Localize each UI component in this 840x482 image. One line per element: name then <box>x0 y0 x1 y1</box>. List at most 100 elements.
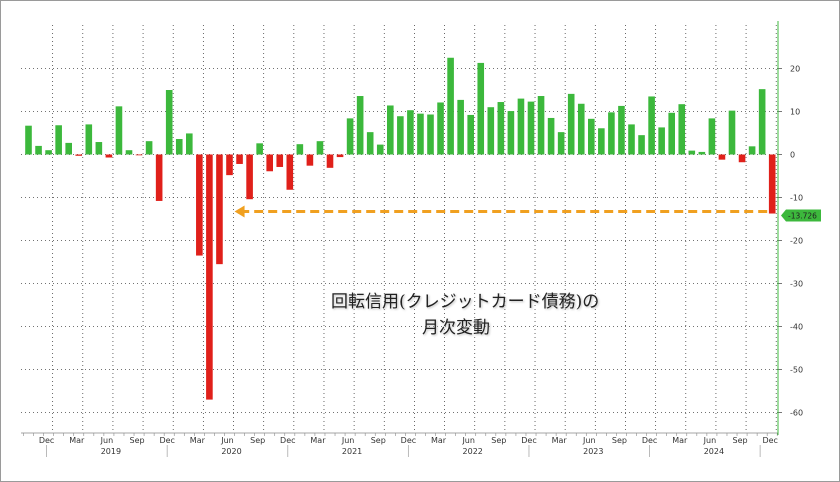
bar <box>155 154 163 201</box>
bar <box>95 142 103 155</box>
bar <box>135 154 143 156</box>
bar <box>537 96 545 155</box>
bar <box>427 114 434 155</box>
y-tick-label: 10 <box>790 108 800 117</box>
bar <box>226 154 233 176</box>
x-tick-label: Mar <box>672 436 688 445</box>
x-tick-label: Mar <box>190 436 206 445</box>
last-value-callout <box>781 209 821 222</box>
bar <box>658 127 665 155</box>
bar <box>336 154 344 158</box>
x-tick-label: Sep <box>733 436 748 445</box>
bar <box>236 154 243 164</box>
bar <box>276 154 284 167</box>
year-label: 2022 <box>463 447 483 456</box>
x-tick-label: Mar <box>69 436 85 445</box>
bar <box>296 144 304 155</box>
bar <box>628 124 635 155</box>
bar <box>256 143 263 155</box>
bar <box>105 154 113 158</box>
y-tick-label: -20 <box>790 237 803 246</box>
x-tick-label: Dec <box>39 436 54 445</box>
chart-title-line-2: 月次変動 <box>422 318 490 338</box>
bar <box>407 110 414 155</box>
bar <box>768 154 776 214</box>
bar <box>65 142 72 155</box>
year-label: 2020 <box>221 447 241 456</box>
x-axis: Dec Mar Jun Sep Dec Mar Jun Sep Dec Mar Jun Sep Dec M… <box>21 432 778 457</box>
x-tick-label: Sep <box>250 436 265 445</box>
x-tick-label: Dec <box>401 436 416 445</box>
x-tick-label: Dec <box>762 436 777 445</box>
x-tick-label: Mar <box>431 436 447 445</box>
year-label: 2024 <box>704 447 724 456</box>
bar <box>387 105 394 155</box>
x-tick-label: Jun <box>100 436 114 445</box>
bar <box>557 132 565 155</box>
x-tick-label: Dec <box>521 436 536 445</box>
bar <box>668 112 675 155</box>
bar <box>527 101 535 155</box>
y-tick-label: -30 <box>790 280 803 289</box>
x-tick-label: Jun <box>461 436 475 445</box>
x-tick-label: Dec <box>280 436 295 445</box>
bar <box>216 154 223 265</box>
bar <box>678 104 686 155</box>
bar <box>447 57 454 155</box>
x-tick-label: Sep <box>612 436 627 445</box>
bar <box>196 154 203 256</box>
x-tick-label: Sep <box>371 436 386 445</box>
y-tick-label: -40 <box>790 323 803 332</box>
bar <box>588 118 595 155</box>
bar <box>718 154 726 160</box>
bar <box>467 114 474 155</box>
bar <box>758 89 766 155</box>
x-tick-label: Mar <box>310 436 326 445</box>
x-tick-label: Sep <box>491 436 506 445</box>
arrow-annotation <box>234 205 768 218</box>
y-axis: 20 10 0 -10 -20 -30 -40 -50 -60 -13.726 <box>777 21 821 435</box>
bar <box>437 102 444 155</box>
bar <box>186 133 193 155</box>
bar <box>45 150 52 155</box>
bar <box>728 110 736 155</box>
bar <box>175 139 183 155</box>
x-tick-label: Dec <box>159 436 174 445</box>
bar <box>75 154 83 156</box>
bar <box>457 99 464 155</box>
bar <box>598 128 605 155</box>
bar <box>346 118 354 155</box>
bar <box>698 151 706 155</box>
bar <box>115 106 123 155</box>
x-tick-label: Mar <box>552 436 568 445</box>
x-tick-label: Jun <box>220 436 234 445</box>
bar <box>507 111 515 155</box>
bar <box>366 132 374 155</box>
bar <box>356 96 364 155</box>
y-tick-label: -50 <box>790 366 803 375</box>
bar <box>125 150 133 155</box>
chart-title: 回転信用(クレジットカード債務)の 月次変動 <box>331 289 600 341</box>
bar <box>246 154 253 200</box>
bar <box>376 144 384 155</box>
bar <box>618 105 625 155</box>
x-tick-label: Jun <box>582 436 596 445</box>
bar <box>638 135 645 155</box>
chart-title-line-1: 回転信用(クレジットカード債務)の <box>331 292 600 312</box>
bar <box>85 124 93 155</box>
bar <box>316 141 324 155</box>
x-tick-label: Jun <box>341 436 355 445</box>
bar <box>286 154 294 190</box>
y-tick-label: -10 <box>790 194 803 203</box>
bar <box>326 154 334 168</box>
x-tick-label: Jun <box>703 436 717 445</box>
y-tick-label: 20 <box>790 65 800 74</box>
bar <box>417 113 424 155</box>
grid-layer <box>21 25 778 433</box>
bar <box>397 116 404 155</box>
bar <box>55 125 62 155</box>
bar <box>688 150 696 155</box>
bar <box>145 141 153 155</box>
